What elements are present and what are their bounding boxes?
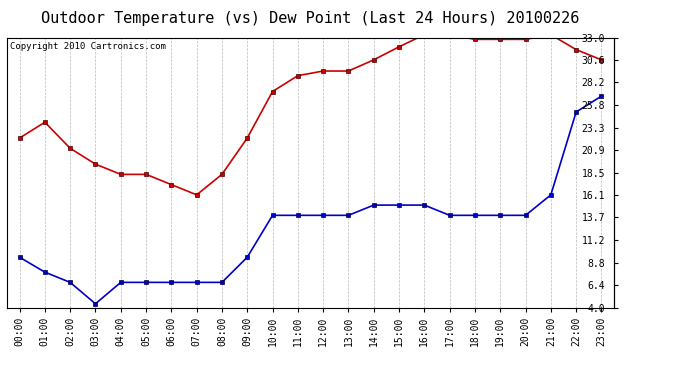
Text: Outdoor Temperature (vs) Dew Point (Last 24 Hours) 20100226: Outdoor Temperature (vs) Dew Point (Last… [41, 11, 580, 26]
Text: Copyright 2010 Cartronics.com: Copyright 2010 Cartronics.com [10, 42, 166, 51]
